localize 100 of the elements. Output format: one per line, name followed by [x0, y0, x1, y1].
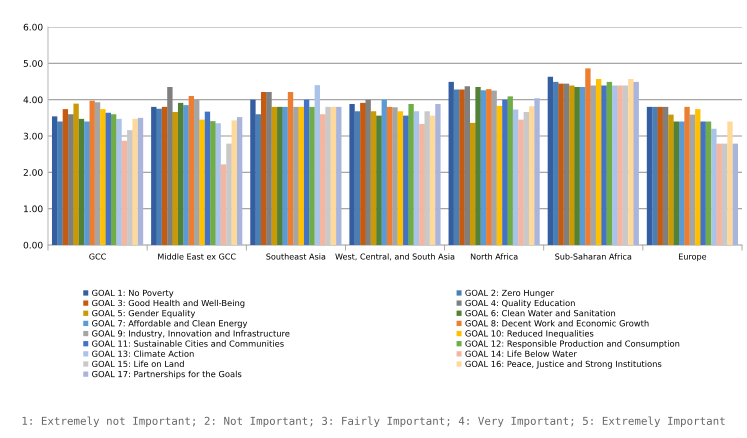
x-tick-label: Southeast Asia	[266, 253, 326, 260]
bar	[57, 121, 63, 245]
bar	[585, 68, 591, 245]
bar	[250, 100, 256, 245]
bar	[496, 106, 502, 245]
bar	[564, 84, 570, 245]
bar	[596, 78, 602, 245]
bar	[151, 106, 156, 245]
bar	[183, 105, 189, 245]
x-tick-label: Sub-Saharan Africa	[555, 253, 632, 260]
legend-label: GOAL 12: Responsible Production and Consumption	[465, 340, 680, 348]
legend-label: GOAL 6: Clean Water and Sanitation	[465, 310, 616, 316]
bar	[325, 106, 331, 245]
bar	[298, 106, 304, 245]
bar	[349, 104, 355, 245]
bar	[167, 86, 173, 245]
bar	[732, 144, 738, 245]
bar	[508, 96, 513, 245]
legend-label: GOAL 17: Partnerships for the Goals	[92, 370, 242, 379]
bar	[138, 118, 144, 245]
bar	[512, 109, 518, 245]
bar	[430, 116, 436, 245]
bar	[232, 120, 237, 245]
bar	[424, 111, 430, 245]
bar	[272, 106, 278, 245]
bar	[408, 104, 414, 245]
bar	[215, 123, 221, 245]
bar	[486, 89, 492, 245]
legend-label: GOAL 2: Zero Hunger	[465, 290, 554, 298]
bar	[569, 85, 575, 245]
bar	[606, 82, 612, 245]
bar	[304, 100, 310, 245]
bar	[646, 106, 652, 245]
bar	[132, 118, 138, 245]
bar	[122, 140, 128, 245]
x-tick-label: West, Central, and South Asia	[335, 253, 454, 260]
bar	[398, 111, 404, 245]
bar	[622, 85, 628, 245]
bar	[365, 100, 371, 245]
bar	[78, 118, 84, 245]
y-tick-label: 1.00	[24, 205, 43, 212]
bar	[454, 89, 460, 245]
bar	[524, 112, 530, 245]
bar	[435, 104, 441, 245]
bar	[90, 100, 95, 245]
legend-label: GOAL 8: Decent Work and Economic Growth	[465, 320, 648, 326]
bar	[376, 116, 382, 245]
bar	[220, 164, 226, 245]
bar	[320, 114, 326, 245]
x-tick-label: Europe	[679, 254, 706, 262]
bar	[188, 96, 194, 245]
bar	[727, 121, 733, 245]
y-tick-label: 4.00	[23, 96, 43, 104]
y-tick-label: 6.00	[24, 24, 43, 31]
bar	[548, 76, 554, 245]
legend-label: GOAL 10: Reduced Inequalities	[465, 330, 594, 338]
bar	[612, 85, 618, 245]
bar	[518, 120, 524, 245]
bar	[706, 121, 712, 245]
bar	[601, 85, 607, 245]
bar	[580, 86, 586, 245]
bar	[574, 86, 580, 245]
bar	[354, 111, 360, 245]
bar	[162, 106, 168, 245]
bar	[116, 118, 122, 245]
bar	[210, 121, 216, 245]
bar	[156, 108, 162, 245]
bar	[127, 130, 132, 245]
bar	[652, 106, 658, 245]
legend-label: GOAL 7: Affordable and Clean Energy	[92, 320, 248, 328]
bar	[178, 102, 184, 245]
bar	[448, 82, 454, 245]
bar	[480, 90, 486, 245]
text: 1: Extremely not Important; 2: Not Important; 3: Fairly Important; 4: Very Important; 5: Extremely Important	[22, 416, 725, 428]
bar	[330, 106, 336, 245]
bar	[106, 112, 111, 245]
y-tick-label: 3.00	[24, 132, 43, 140]
bar	[256, 114, 261, 245]
legend-label: GOAL 3: Good Health and Well-Being	[92, 300, 244, 308]
legend-label: GOAL 5: Gender Equality	[92, 310, 196, 318]
bar	[62, 109, 68, 245]
bar	[260, 92, 266, 245]
bar	[470, 122, 476, 245]
y-tick-label: 0.00	[24, 242, 43, 249]
bar	[674, 121, 680, 245]
bar	[529, 106, 534, 245]
bar	[658, 106, 663, 245]
bar	[668, 114, 674, 245]
legend-label: GOAL 4: Quality Education	[465, 300, 575, 308]
bar	[277, 106, 282, 245]
bar	[534, 98, 540, 245]
bar	[558, 84, 564, 245]
bar	[84, 121, 90, 245]
y-tick-label: 5.00	[24, 60, 43, 67]
bar	[475, 86, 481, 245]
legend-label: GOAL 14: Life Below Water	[465, 350, 577, 357]
legend-label: GOAL 16: Peace, Justice and Strong Institutions	[465, 360, 662, 369]
bar	[502, 100, 508, 245]
bar	[314, 85, 320, 245]
bar	[553, 82, 558, 245]
